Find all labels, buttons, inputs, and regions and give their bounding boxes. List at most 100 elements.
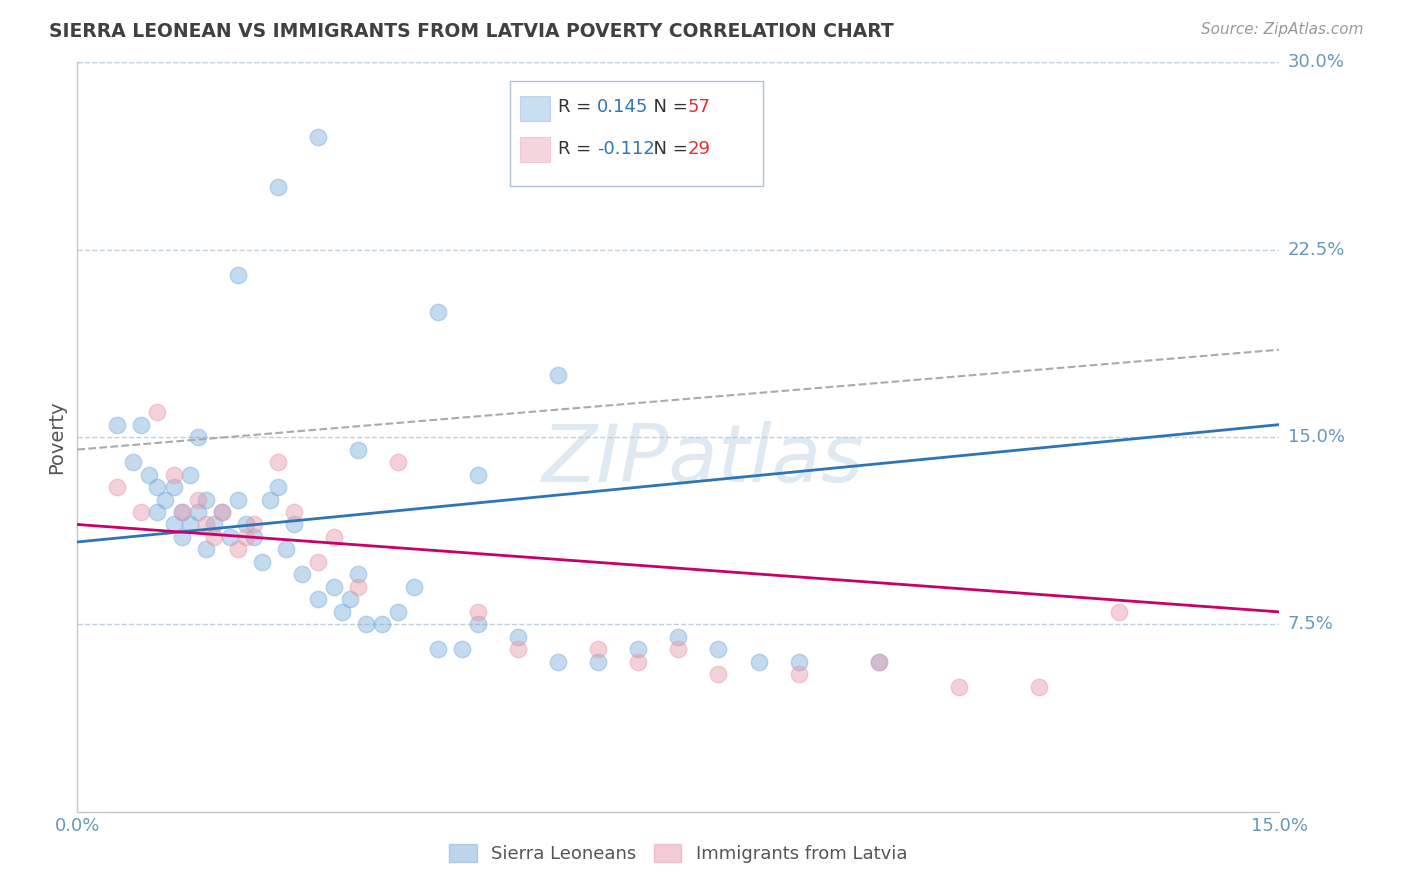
Point — [242, 517, 264, 532]
Text: R =: R = — [558, 140, 598, 158]
FancyBboxPatch shape — [520, 137, 550, 162]
Point — [1028, 680, 1050, 694]
Point — [122, 455, 145, 469]
Text: -0.112: -0.112 — [596, 140, 654, 158]
Point — [322, 530, 344, 544]
Point — [146, 405, 169, 419]
Point — [707, 667, 730, 681]
Point — [467, 605, 489, 619]
Point — [179, 517, 201, 532]
Point — [1108, 605, 1130, 619]
Point — [627, 655, 650, 669]
Point — [202, 517, 225, 532]
Point — [194, 517, 217, 532]
Point — [155, 492, 177, 507]
Point — [948, 680, 970, 694]
Text: 29: 29 — [688, 140, 711, 158]
Point — [170, 530, 193, 544]
Text: 7.5%: 7.5% — [1288, 615, 1334, 633]
Point — [235, 517, 257, 532]
Point — [748, 655, 770, 669]
Point — [146, 480, 169, 494]
Point — [267, 480, 290, 494]
Point — [211, 505, 233, 519]
Point — [371, 617, 394, 632]
Point — [307, 592, 329, 607]
Point — [218, 530, 240, 544]
Point — [267, 180, 290, 194]
FancyBboxPatch shape — [520, 96, 550, 121]
Point — [107, 480, 129, 494]
Text: R =: R = — [558, 98, 598, 116]
Text: 22.5%: 22.5% — [1288, 241, 1346, 259]
Point — [707, 642, 730, 657]
Text: 30.0%: 30.0% — [1288, 54, 1344, 71]
Point — [259, 492, 281, 507]
Point — [322, 580, 344, 594]
Point — [467, 617, 489, 632]
Point — [138, 467, 160, 482]
Point — [347, 567, 370, 582]
Point — [387, 455, 409, 469]
Text: N =: N = — [643, 140, 693, 158]
Point — [226, 542, 249, 557]
Text: 15.0%: 15.0% — [1288, 428, 1344, 446]
Point — [668, 642, 690, 657]
Text: N =: N = — [643, 98, 693, 116]
Point — [668, 630, 690, 644]
Point — [186, 505, 209, 519]
Point — [467, 467, 489, 482]
Text: ZIPatlas: ZIPatlas — [541, 420, 863, 499]
Point — [170, 505, 193, 519]
Point — [179, 467, 201, 482]
Point — [547, 368, 569, 382]
Point — [186, 492, 209, 507]
Point — [427, 642, 450, 657]
Point — [283, 517, 305, 532]
Point — [162, 480, 184, 494]
Point — [131, 417, 153, 432]
Point — [627, 642, 650, 657]
Point — [347, 580, 370, 594]
Point — [588, 642, 610, 657]
Point — [291, 567, 314, 582]
Point — [283, 505, 305, 519]
Point — [211, 505, 233, 519]
Point — [427, 305, 450, 319]
Point — [186, 430, 209, 444]
Point — [170, 505, 193, 519]
Point — [162, 467, 184, 482]
Point — [107, 417, 129, 432]
Point — [307, 555, 329, 569]
Point — [202, 530, 225, 544]
Point — [547, 655, 569, 669]
Point — [354, 617, 377, 632]
Point — [250, 555, 273, 569]
Point — [267, 455, 290, 469]
Point — [162, 517, 184, 532]
Point — [588, 655, 610, 669]
Text: 57: 57 — [688, 98, 711, 116]
Point — [226, 268, 249, 282]
Point — [194, 542, 217, 557]
Point — [307, 130, 329, 145]
Point — [235, 530, 257, 544]
Point — [330, 605, 353, 619]
FancyBboxPatch shape — [510, 81, 762, 186]
Point — [402, 580, 425, 594]
Point — [274, 542, 297, 557]
Point — [347, 442, 370, 457]
Y-axis label: Poverty: Poverty — [48, 401, 66, 474]
Point — [131, 505, 153, 519]
Text: Source: ZipAtlas.com: Source: ZipAtlas.com — [1201, 22, 1364, 37]
Point — [508, 642, 530, 657]
Point — [868, 655, 890, 669]
Point — [787, 667, 810, 681]
Point — [242, 530, 264, 544]
Point — [146, 505, 169, 519]
Point — [787, 655, 810, 669]
Text: 0.145: 0.145 — [596, 98, 648, 116]
Point — [339, 592, 361, 607]
Legend: Sierra Leoneans, Immigrants from Latvia: Sierra Leoneans, Immigrants from Latvia — [443, 837, 914, 870]
Point — [508, 630, 530, 644]
